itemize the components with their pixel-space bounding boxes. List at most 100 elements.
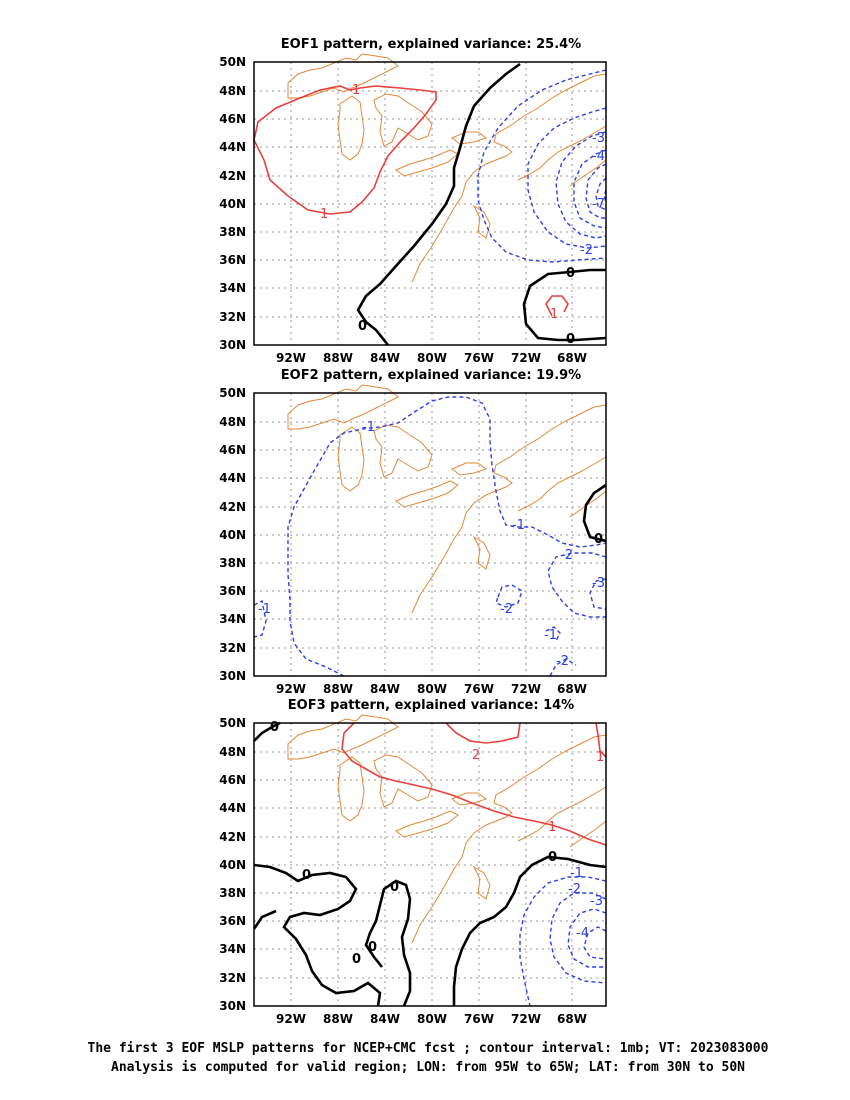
- svg-text:30N: 30N: [219, 999, 246, 1013]
- svg-text:88W: 88W: [323, 1012, 353, 1026]
- svg-text:46N: 46N: [219, 443, 246, 457]
- graticule: [254, 723, 606, 1006]
- contour-label: -7: [592, 197, 605, 212]
- coastline: [287, 384, 607, 614]
- svg-text:36N: 36N: [219, 914, 246, 928]
- svg-text:46N: 46N: [219, 112, 246, 126]
- zero-contour: [582, 483, 607, 543]
- svg-text:36N: 36N: [219, 253, 246, 267]
- panel-eof3: EOF3 pattern, explained variance: 14%: [219, 698, 607, 1026]
- panel-title: EOF2 pattern, explained variance: 19.9%: [281, 368, 581, 383]
- svg-text:68W: 68W: [557, 351, 587, 365]
- contour-label: -1: [258, 602, 271, 617]
- svg-text:38N: 38N: [219, 225, 246, 239]
- contour-label: -3: [592, 131, 605, 146]
- svg-text:88W: 88W: [323, 682, 353, 696]
- svg-text:40N: 40N: [219, 197, 246, 211]
- contour-label: -4: [592, 149, 605, 164]
- svg-text:34N: 34N: [219, 281, 246, 295]
- svg-text:50N: 50N: [219, 55, 246, 69]
- contour-label: 1: [596, 750, 604, 765]
- svg-text:42N: 42N: [219, 169, 246, 183]
- contour-label: -1: [512, 518, 525, 533]
- contours: [253, 62, 607, 346]
- svg-text:30N: 30N: [219, 669, 246, 683]
- svg-text:72W: 72W: [511, 351, 541, 365]
- svg-text:38N: 38N: [219, 556, 246, 570]
- graticule: [254, 62, 606, 345]
- svg-text:76W: 76W: [464, 1012, 494, 1026]
- svg-text:92W: 92W: [276, 682, 306, 696]
- contour-labels: 0 2 1 1 0 -1 -2 -3 -4 0 0 0 0: [270, 720, 604, 967]
- svg-text:48N: 48N: [219, 84, 246, 98]
- svg-text:46N: 46N: [219, 773, 246, 787]
- svg-text:80W: 80W: [417, 682, 447, 696]
- lat-axis: 50N 48N 46N 44N 42N 40N 38N 36N 34N 32N …: [219, 55, 246, 352]
- contour-label: -1: [362, 420, 375, 435]
- svg-text:32N: 32N: [219, 641, 246, 655]
- panel-title: EOF1 pattern, explained variance: 25.4%: [281, 37, 581, 52]
- svg-text:38N: 38N: [219, 886, 246, 900]
- contour-label: -4: [576, 926, 589, 941]
- contour-label: -2: [560, 548, 573, 563]
- caption-line-2: Analysis is computed for valid region; L…: [111, 1060, 745, 1075]
- contour-label: 0: [566, 266, 575, 281]
- lat-axis: 50N 48N 46N 44N 42N 40N 38N 36N 34N 32N …: [219, 716, 246, 1013]
- svg-text:34N: 34N: [219, 942, 246, 956]
- contour-label: 1: [352, 83, 360, 98]
- svg-text:80W: 80W: [417, 1012, 447, 1026]
- contours: [252, 721, 607, 1007]
- contour-label: 0: [352, 952, 361, 967]
- map-frame: [253, 61, 607, 346]
- svg-text:48N: 48N: [219, 745, 246, 759]
- svg-text:40N: 40N: [219, 528, 246, 542]
- svg-text:48N: 48N: [219, 415, 246, 429]
- contour-label: -3: [590, 894, 603, 909]
- contour-label: 0: [566, 332, 575, 347]
- contour-label: -3: [592, 576, 605, 591]
- svg-text:68W: 68W: [557, 682, 587, 696]
- graticule: [254, 393, 606, 676]
- panel-title: EOF3 pattern, explained variance: 14%: [288, 698, 574, 713]
- svg-text:50N: 50N: [219, 386, 246, 400]
- coastline: [287, 53, 607, 283]
- map-frame: [253, 722, 607, 1007]
- contour-label: 1: [320, 207, 328, 222]
- contour-label: 0: [368, 940, 377, 955]
- contour-labels: 1 1 -3 -4 -7 -2 0 1 0 0: [320, 83, 605, 347]
- lat-axis: 50N 48N 46N 44N 42N 40N 38N 36N 34N 32N …: [219, 386, 246, 683]
- panel-eof2: EOF2 pattern, explained variance: 19.9%: [219, 368, 607, 696]
- svg-text:44N: 44N: [219, 140, 246, 154]
- svg-text:84W: 84W: [370, 351, 400, 365]
- svg-text:32N: 32N: [219, 971, 246, 985]
- contour-label: 0: [548, 850, 557, 865]
- svg-text:32N: 32N: [219, 310, 246, 324]
- contour-label: -2: [500, 602, 513, 617]
- contour-label: -1: [544, 628, 557, 643]
- contour-label: -1: [570, 866, 583, 881]
- contour-label: 1: [550, 307, 558, 322]
- lon-axis: 92W 88W 84W 80W 76W 72W 68W: [276, 351, 587, 365]
- svg-text:34N: 34N: [219, 612, 246, 626]
- lon-axis: 92W 88W 84W 80W 76W 72W 68W: [276, 682, 587, 696]
- svg-text:36N: 36N: [219, 584, 246, 598]
- svg-text:68W: 68W: [557, 1012, 587, 1026]
- svg-text:76W: 76W: [464, 351, 494, 365]
- caption: The first 3 EOF MSLP patterns for NCEP+C…: [88, 1041, 769, 1075]
- svg-text:44N: 44N: [219, 471, 246, 485]
- svg-text:50N: 50N: [219, 716, 246, 730]
- contour-label: -2: [580, 243, 593, 258]
- contour-label: -2: [568, 882, 581, 897]
- contour-label: 1: [548, 820, 556, 835]
- contour-label: 0: [390, 880, 399, 895]
- svg-text:84W: 84W: [370, 1012, 400, 1026]
- svg-text:80W: 80W: [417, 351, 447, 365]
- svg-text:72W: 72W: [511, 1012, 541, 1026]
- svg-text:30N: 30N: [219, 338, 246, 352]
- contours: [253, 396, 607, 677]
- svg-text:92W: 92W: [276, 1012, 306, 1026]
- contour-label: 0: [270, 720, 279, 735]
- panel-eof1: EOF1 pattern, explained variance: 25.4%: [219, 37, 607, 365]
- svg-text:88W: 88W: [323, 351, 353, 365]
